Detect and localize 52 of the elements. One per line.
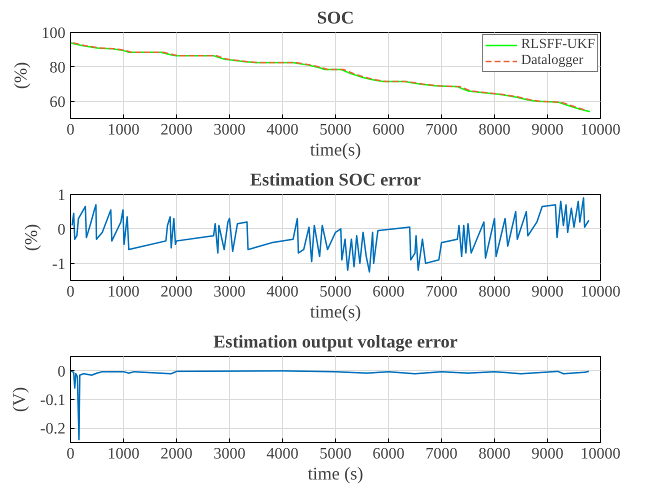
- x-tick-label: 9000: [532, 284, 564, 300]
- x-tick-label: 4000: [266, 122, 298, 138]
- x-tick-label: 4000: [266, 446, 298, 462]
- y-tick-label: -0.2: [40, 420, 66, 438]
- chart-title: SOC: [316, 8, 354, 28]
- x-tick-label: 6000: [372, 284, 404, 300]
- x-tick-label: 2000: [160, 122, 192, 138]
- y-tick-label: 100: [42, 25, 66, 42]
- line-series: [70, 370, 590, 440]
- y-axis-title: (V): [9, 386, 30, 412]
- x-tick-label: 4000: [266, 284, 298, 300]
- x-tick-label: 5000: [320, 122, 352, 138]
- x-tick-label: 10000: [580, 446, 620, 462]
- x-tick-label: 10000: [580, 122, 620, 138]
- y-tick-label: -1: [52, 256, 66, 273]
- x-tick-label: 5000: [320, 284, 352, 300]
- x-tick-label: 3000: [214, 446, 246, 462]
- x-tick-label: 1000: [108, 446, 140, 462]
- y-tick-label: 1: [58, 187, 66, 204]
- y-tick-label: 0: [58, 221, 66, 238]
- x-tick-label: 8000: [478, 284, 510, 300]
- x-tick-label: 7000: [426, 284, 458, 300]
- x-axis-title: time(s): [310, 302, 362, 322]
- chart-title: Estimation SOC error: [250, 170, 421, 190]
- x-tick-label: 1000: [108, 122, 140, 138]
- x-tick-label: 1000: [108, 284, 140, 300]
- x-tick-label: 2000: [160, 284, 192, 300]
- x-tick-label: 9000: [532, 446, 564, 462]
- x-tick-label: 5000: [320, 446, 352, 462]
- x-axis-title: time (s): [308, 464, 364, 484]
- x-axis-title: time(s): [310, 140, 362, 160]
- y-tick-label: 0: [58, 363, 66, 380]
- x-tick-label: 3000: [214, 122, 246, 138]
- legend-label: RLSFF-UKF: [521, 37, 595, 53]
- y-axis-title: (%): [10, 62, 30, 89]
- y-tick-label: 60: [50, 94, 66, 111]
- line-series: [71, 197, 590, 273]
- x-tick-label: 10000: [580, 284, 620, 300]
- y-axis-title: (%): [21, 224, 42, 251]
- x-tick-label: 3000: [214, 284, 246, 300]
- x-tick-label: 8000: [478, 122, 510, 138]
- legend-label: Datalogger: [521, 53, 584, 69]
- x-tick-label: 2000: [160, 446, 192, 462]
- x-tick-label: 7000: [426, 122, 458, 138]
- y-tick-label: 80: [50, 59, 66, 76]
- x-tick-label: 8000: [478, 446, 510, 462]
- y-tick-label: -0.1: [40, 392, 66, 409]
- x-tick-label: 7000: [426, 446, 458, 462]
- x-tick-label: 6000: [372, 446, 404, 462]
- x-tick-label: 6000: [372, 122, 404, 138]
- x-tick-label: 9000: [532, 122, 564, 138]
- chart-title: Estimation output voltage error: [213, 332, 458, 352]
